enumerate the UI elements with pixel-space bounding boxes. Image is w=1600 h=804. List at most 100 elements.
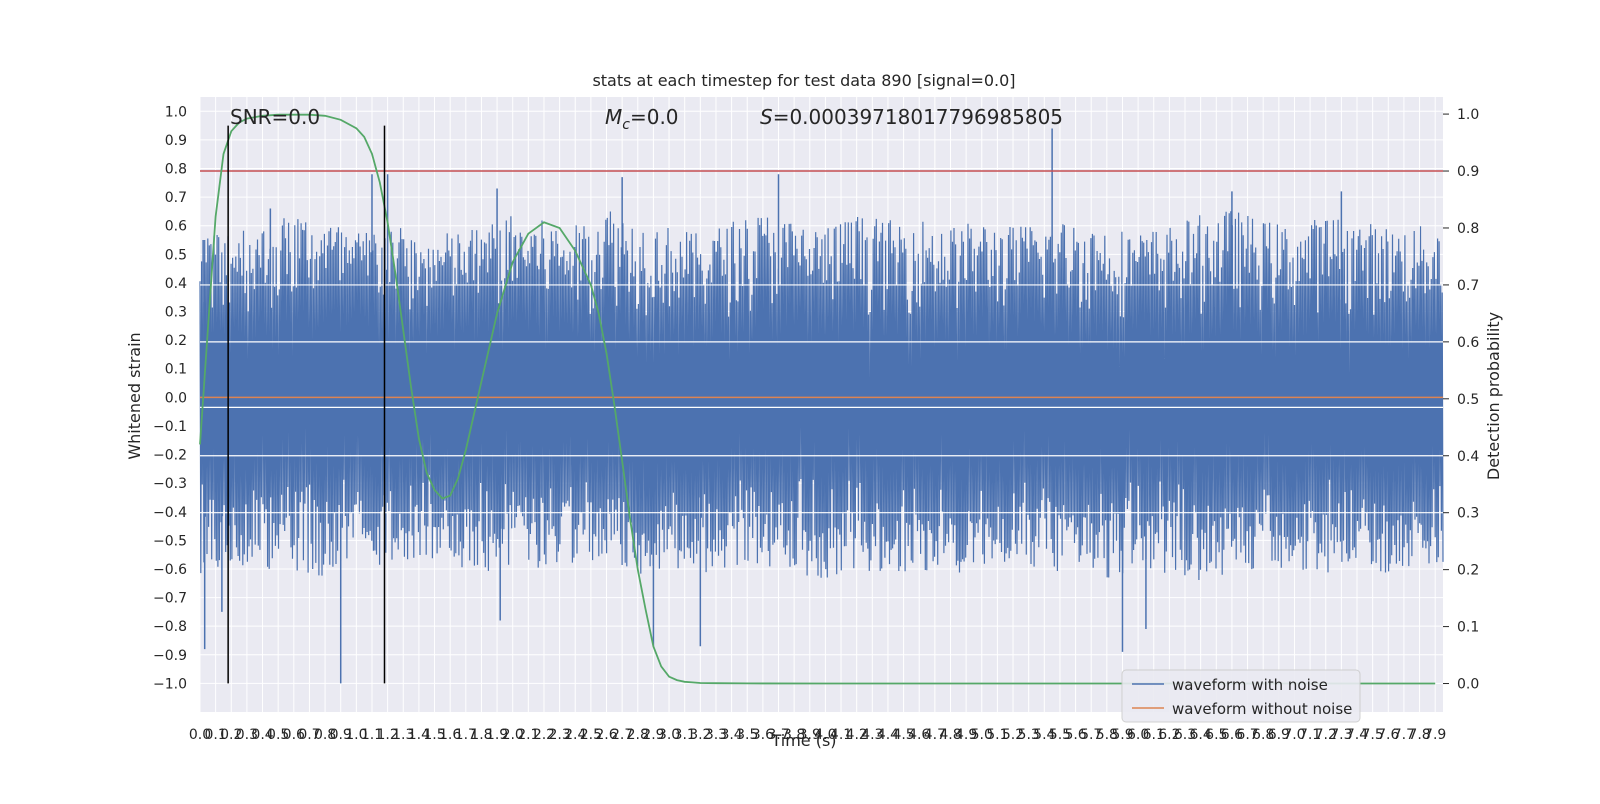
x-tick-label: 7.0: [1283, 727, 1305, 743]
x-tick-label: 1.7: [455, 727, 477, 743]
y-tick-label: −0.9: [153, 648, 187, 664]
x-tick-label: 1.8: [470, 727, 492, 743]
y-tick-labels: −1.0 −0.9 −0.8 −0.7 −0.6 −0.5 −0.4 −0.3 −0.2 −0.1…: [153, 104, 187, 692]
x-tick-label: 3.4: [720, 727, 742, 743]
y-tick-label: −0.3: [153, 476, 187, 492]
y2-tick-label: 0.6: [1457, 335, 1479, 351]
y-tick-label: −0.5: [153, 533, 187, 549]
x-tick-label: 6.2: [1158, 727, 1180, 743]
x-tick-label: 0.4: [251, 727, 273, 743]
x-tick-label: 4.8: [939, 727, 961, 743]
y-tick-label: 0.0: [165, 390, 187, 406]
x-tick-label: 2.9: [642, 727, 664, 743]
waveform-with-noise-line: [199, 211, 1444, 581]
y-tick-label: −1.0: [153, 676, 187, 692]
x-tick-label: 5.5: [1049, 727, 1071, 743]
data-lines: [199, 113, 1443, 685]
y2-tick-label: 0.8: [1457, 221, 1479, 237]
y2-tick-label: 0.3: [1457, 506, 1479, 522]
x-tick-label: 7.8: [1408, 727, 1430, 743]
x-tick-label: 0.1: [205, 727, 227, 743]
y-axis-label: Whitened strain: [125, 332, 144, 459]
y-tick-label: −0.8: [153, 619, 187, 635]
s-annotation: S=0.00039718017796985805: [760, 105, 1063, 129]
x-tick-label: 2.0: [502, 727, 524, 743]
x-tick-label: 5.6: [1064, 727, 1086, 743]
y-tick-label: 0.5: [165, 247, 187, 263]
x-tick-label: 5.0: [971, 727, 993, 743]
y-tick-label: −0.7: [153, 591, 187, 607]
x-tick-label: 7.4: [1346, 727, 1368, 743]
x-tick-label: 3.5: [736, 727, 758, 743]
x-tick-label: 4.0: [814, 727, 836, 743]
x-tick-label: 7.1: [1299, 727, 1321, 743]
x-tick-label: 6.1: [1143, 727, 1165, 743]
x-tick-label: 2.1: [517, 727, 539, 743]
x-tick-label: 5.9: [1111, 727, 1133, 743]
y-tick-label: 0.6: [165, 219, 187, 235]
x-tick-label: 1.2: [376, 727, 398, 743]
x-tick-label: 6.7: [1236, 727, 1258, 743]
x-tick-label: 2.2: [533, 727, 555, 743]
x-tick-label: 3.9: [799, 727, 821, 743]
chart-title: stats at each timestep for test data 890…: [592, 71, 1015, 90]
x-tick-label: 2.8: [627, 727, 649, 743]
x-tick-label: 4.3: [861, 727, 883, 743]
y2-tick-label: 0.4: [1457, 449, 1479, 465]
x-tick-label: 4.5: [892, 727, 914, 743]
y2-tick-label: 0.2: [1457, 563, 1479, 579]
x-tick-label: 5.8: [1096, 727, 1118, 743]
legend-label-waveform-without-noise: waveform without noise: [1172, 700, 1352, 718]
x-tick-label: 2.4: [564, 727, 586, 743]
y2-tick-label: 0.7: [1457, 278, 1479, 294]
x-tick-label: 4.2: [846, 727, 868, 743]
legend: waveform with noise waveform without noi…: [1121, 669, 1361, 723]
x-tick-label: 1.6: [439, 727, 461, 743]
x-tick-label: 3.3: [705, 727, 727, 743]
x-tick-label: 5.2: [1002, 727, 1024, 743]
x-tick-label: 2.3: [548, 727, 570, 743]
x-tick-label: 4.6: [908, 727, 930, 743]
x-tick-label: 3.6: [752, 727, 774, 743]
x-tick-label: 6.8: [1252, 727, 1274, 743]
x-tick-label: 0.8: [314, 727, 336, 743]
x-tick-label: 3.7: [767, 727, 789, 743]
x-tick-label: 1.9: [486, 727, 508, 743]
y-tick-label: 0.8: [165, 162, 187, 178]
x-tick-label: 7.5: [1362, 727, 1384, 743]
x-tick-label: 6.3: [1174, 727, 1196, 743]
x-tick-label: 2.6: [595, 727, 617, 743]
x-tick-label: 7.6: [1377, 727, 1399, 743]
y2-tick-label: 0.9: [1457, 164, 1479, 180]
y-tick-label: −0.1: [153, 419, 187, 435]
x-tick-label: 1.1: [361, 727, 383, 743]
legend-label-waveform-with-noise: waveform with noise: [1172, 676, 1328, 694]
x-tick-label: 4.7: [924, 727, 946, 743]
x-tick-labels: 0.00.10.20.30.40.50.60.70.80.91.01.11.21…: [189, 727, 1446, 743]
x-tick-label: 4.9: [955, 727, 977, 743]
x-tick-label: 1.0: [345, 727, 367, 743]
x-tick-label: 6.9: [1268, 727, 1290, 743]
legend-frame: [1121, 669, 1361, 723]
x-axis-label: Time (s): [770, 731, 836, 750]
x-tick-label: 6.0: [1127, 727, 1149, 743]
x-tick-label: 3.8: [783, 727, 805, 743]
x-tick-label: 3.0: [658, 727, 680, 743]
y-tick-label: 0.4: [165, 276, 187, 292]
x-tick-label: 3.2: [689, 727, 711, 743]
x-tick-label: 5.1: [986, 727, 1008, 743]
y-tick-label: 0.1: [165, 362, 187, 378]
x-tick-label: 0.2: [220, 727, 242, 743]
y-tick-label: 0.7: [165, 190, 187, 206]
x-tick-label: 7.7: [1393, 727, 1415, 743]
x-tick-label: 1.5: [423, 727, 445, 743]
x-tick-label: 3.1: [674, 727, 696, 743]
x-tick-label: 1.4: [408, 727, 430, 743]
x-tick-label: 7.2: [1315, 727, 1337, 743]
x-tick-label: 0.5: [267, 727, 289, 743]
x-tick-label: 0.7: [298, 727, 320, 743]
y2-tick-label: 0.0: [1457, 677, 1479, 693]
x-tick-label: 0.9: [330, 727, 352, 743]
x-tick-label: 4.1: [830, 727, 852, 743]
x-tick-label: 7.3: [1330, 727, 1352, 743]
